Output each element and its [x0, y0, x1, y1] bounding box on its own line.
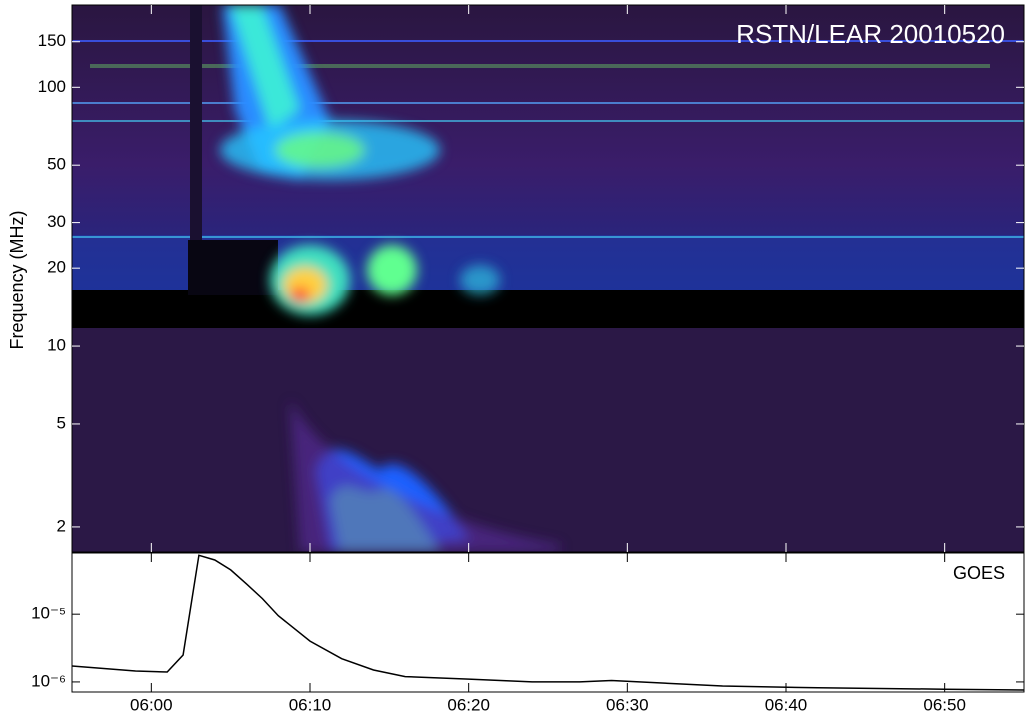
y-tick-label: 10⁻⁶: [31, 671, 66, 690]
x-tick-label: 06:10: [289, 695, 332, 714]
spectrogram-image: [72, 5, 1024, 552]
goes-title: GOES: [953, 563, 1005, 583]
spectrogram-frame: [71, 4, 1025, 553]
goes-flux-line: [71, 554, 1025, 691]
x-tick-label: 06:00: [130, 695, 173, 714]
x-tick-label: 06:50: [923, 695, 966, 714]
y-tick-label: 30: [47, 212, 66, 231]
y-tick-label: 150: [38, 31, 66, 50]
x-tick-label: 06:20: [447, 695, 490, 714]
x-tick-label: 06:40: [765, 695, 808, 714]
goes-frame: [71, 552, 1025, 693]
y-tick-label: 50: [47, 155, 66, 174]
y-tick-label: 5: [57, 413, 66, 432]
y-tick-label: 10⁻⁵: [31, 604, 66, 623]
y-axis-label: Frequency (MHz): [7, 210, 27, 349]
x-tick-label: 06:30: [606, 695, 649, 714]
y-tick-label: 20: [47, 258, 66, 277]
spectrogram-title: RSTN/LEAR 20010520: [736, 19, 1005, 49]
y-tick-label: 10: [47, 336, 66, 355]
y-tick-label: 100: [38, 77, 66, 96]
y-tick-label: 2: [57, 516, 66, 535]
